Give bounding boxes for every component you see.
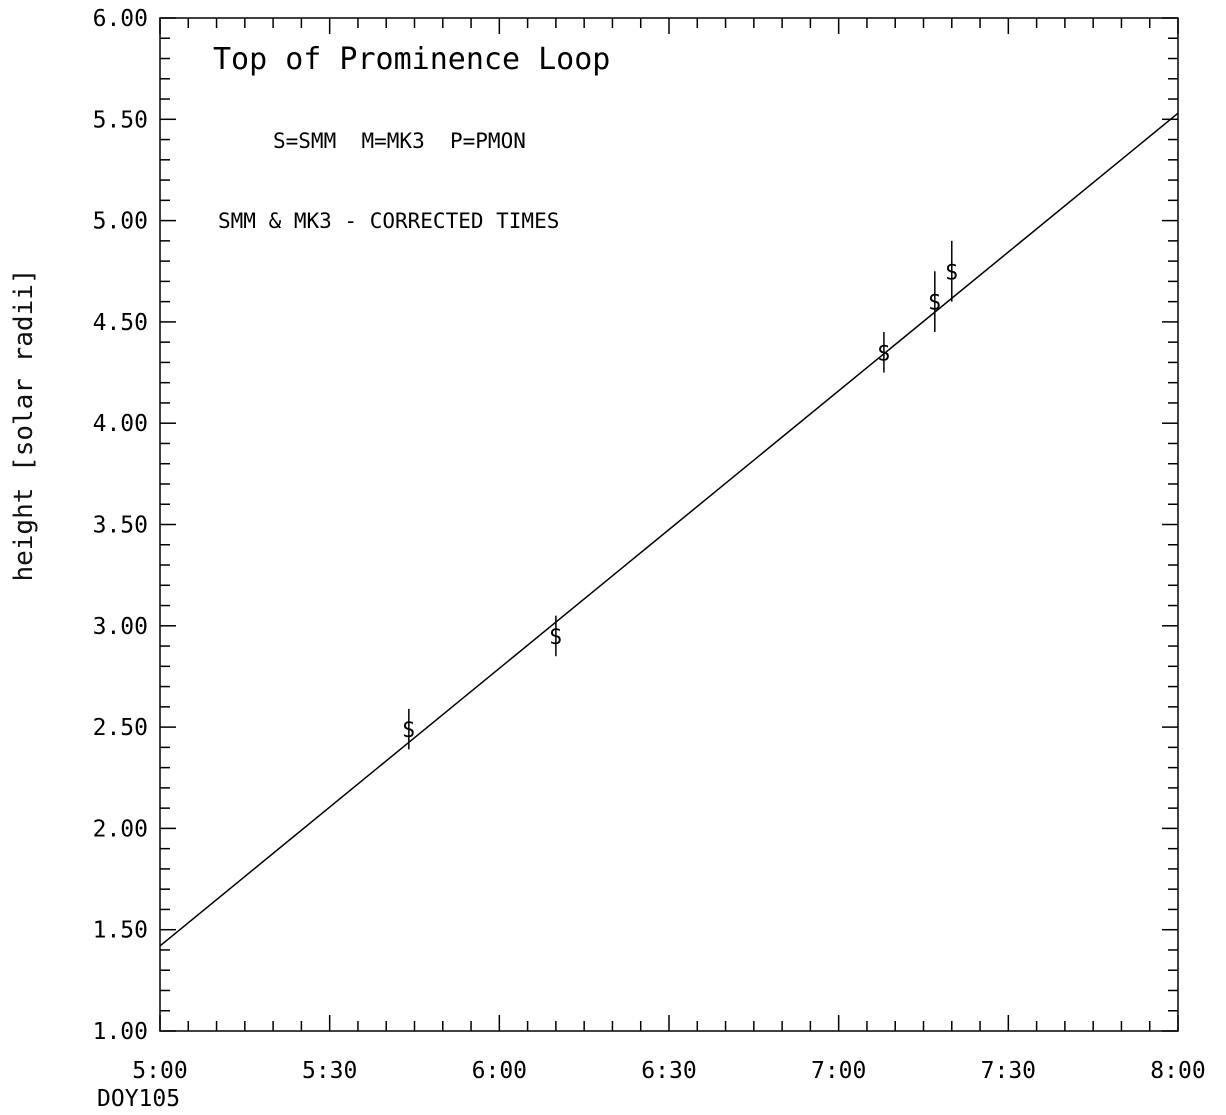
x-axis-sublabel: DOY105 — [97, 1086, 180, 1112]
y-tick-label: 2.50 — [93, 715, 148, 741]
tick-labels: 1.00 1.50 2.00 2.50 3.00 3.50 4.00 4.50 5.00 5.50… — [93, 6, 1206, 1084]
data-point-marker: S — [550, 625, 563, 649]
annotation-note: SMM & MK3 - CORRECTED TIMES — [218, 209, 559, 233]
x-tick-label: 6:00 — [472, 1058, 527, 1084]
y-tick-label: 3.00 — [93, 614, 148, 640]
y-tick-label: 4.00 — [93, 411, 148, 437]
y-tick-label: 5.00 — [93, 209, 148, 235]
plot-frame — [159, 17, 1179, 1032]
x-tick-label: 7:00 — [811, 1058, 866, 1084]
axis-ticks — [159, 17, 1179, 1032]
x-tick-label: 6:30 — [641, 1058, 696, 1084]
plot-border — [159, 17, 1179, 1032]
data-point-marker: S — [928, 291, 941, 315]
y-tick-label: 2.00 — [93, 816, 148, 842]
x-tick-label: 7:30 — [981, 1058, 1036, 1084]
annotation-title: Top of Prominence Loop — [213, 42, 610, 77]
fit-line-group — [159, 112, 1179, 947]
x-tick-label: 5:30 — [302, 1058, 357, 1084]
y-axis-label: height [solar radii] — [9, 268, 39, 581]
data-point-marker: S — [403, 718, 416, 742]
y-tick-label: 1.50 — [93, 918, 148, 944]
x-tick-label: 5:00 — [132, 1058, 187, 1084]
annotation-legend: S=SMM M=MK3 P=PMON — [273, 129, 526, 153]
y-tick-label: 4.50 — [93, 310, 148, 336]
y-tick-label: 1.00 — [93, 1019, 148, 1045]
y-tick-label: 3.50 — [93, 513, 148, 539]
data-point-marker: S — [945, 260, 958, 284]
data-point-marker: S — [878, 341, 891, 365]
y-tick-label: 6.00 — [93, 6, 148, 32]
fit-line — [159, 112, 1179, 947]
x-tick-label: 8:00 — [1150, 1058, 1205, 1084]
y-tick-label: 5.50 — [93, 107, 148, 133]
